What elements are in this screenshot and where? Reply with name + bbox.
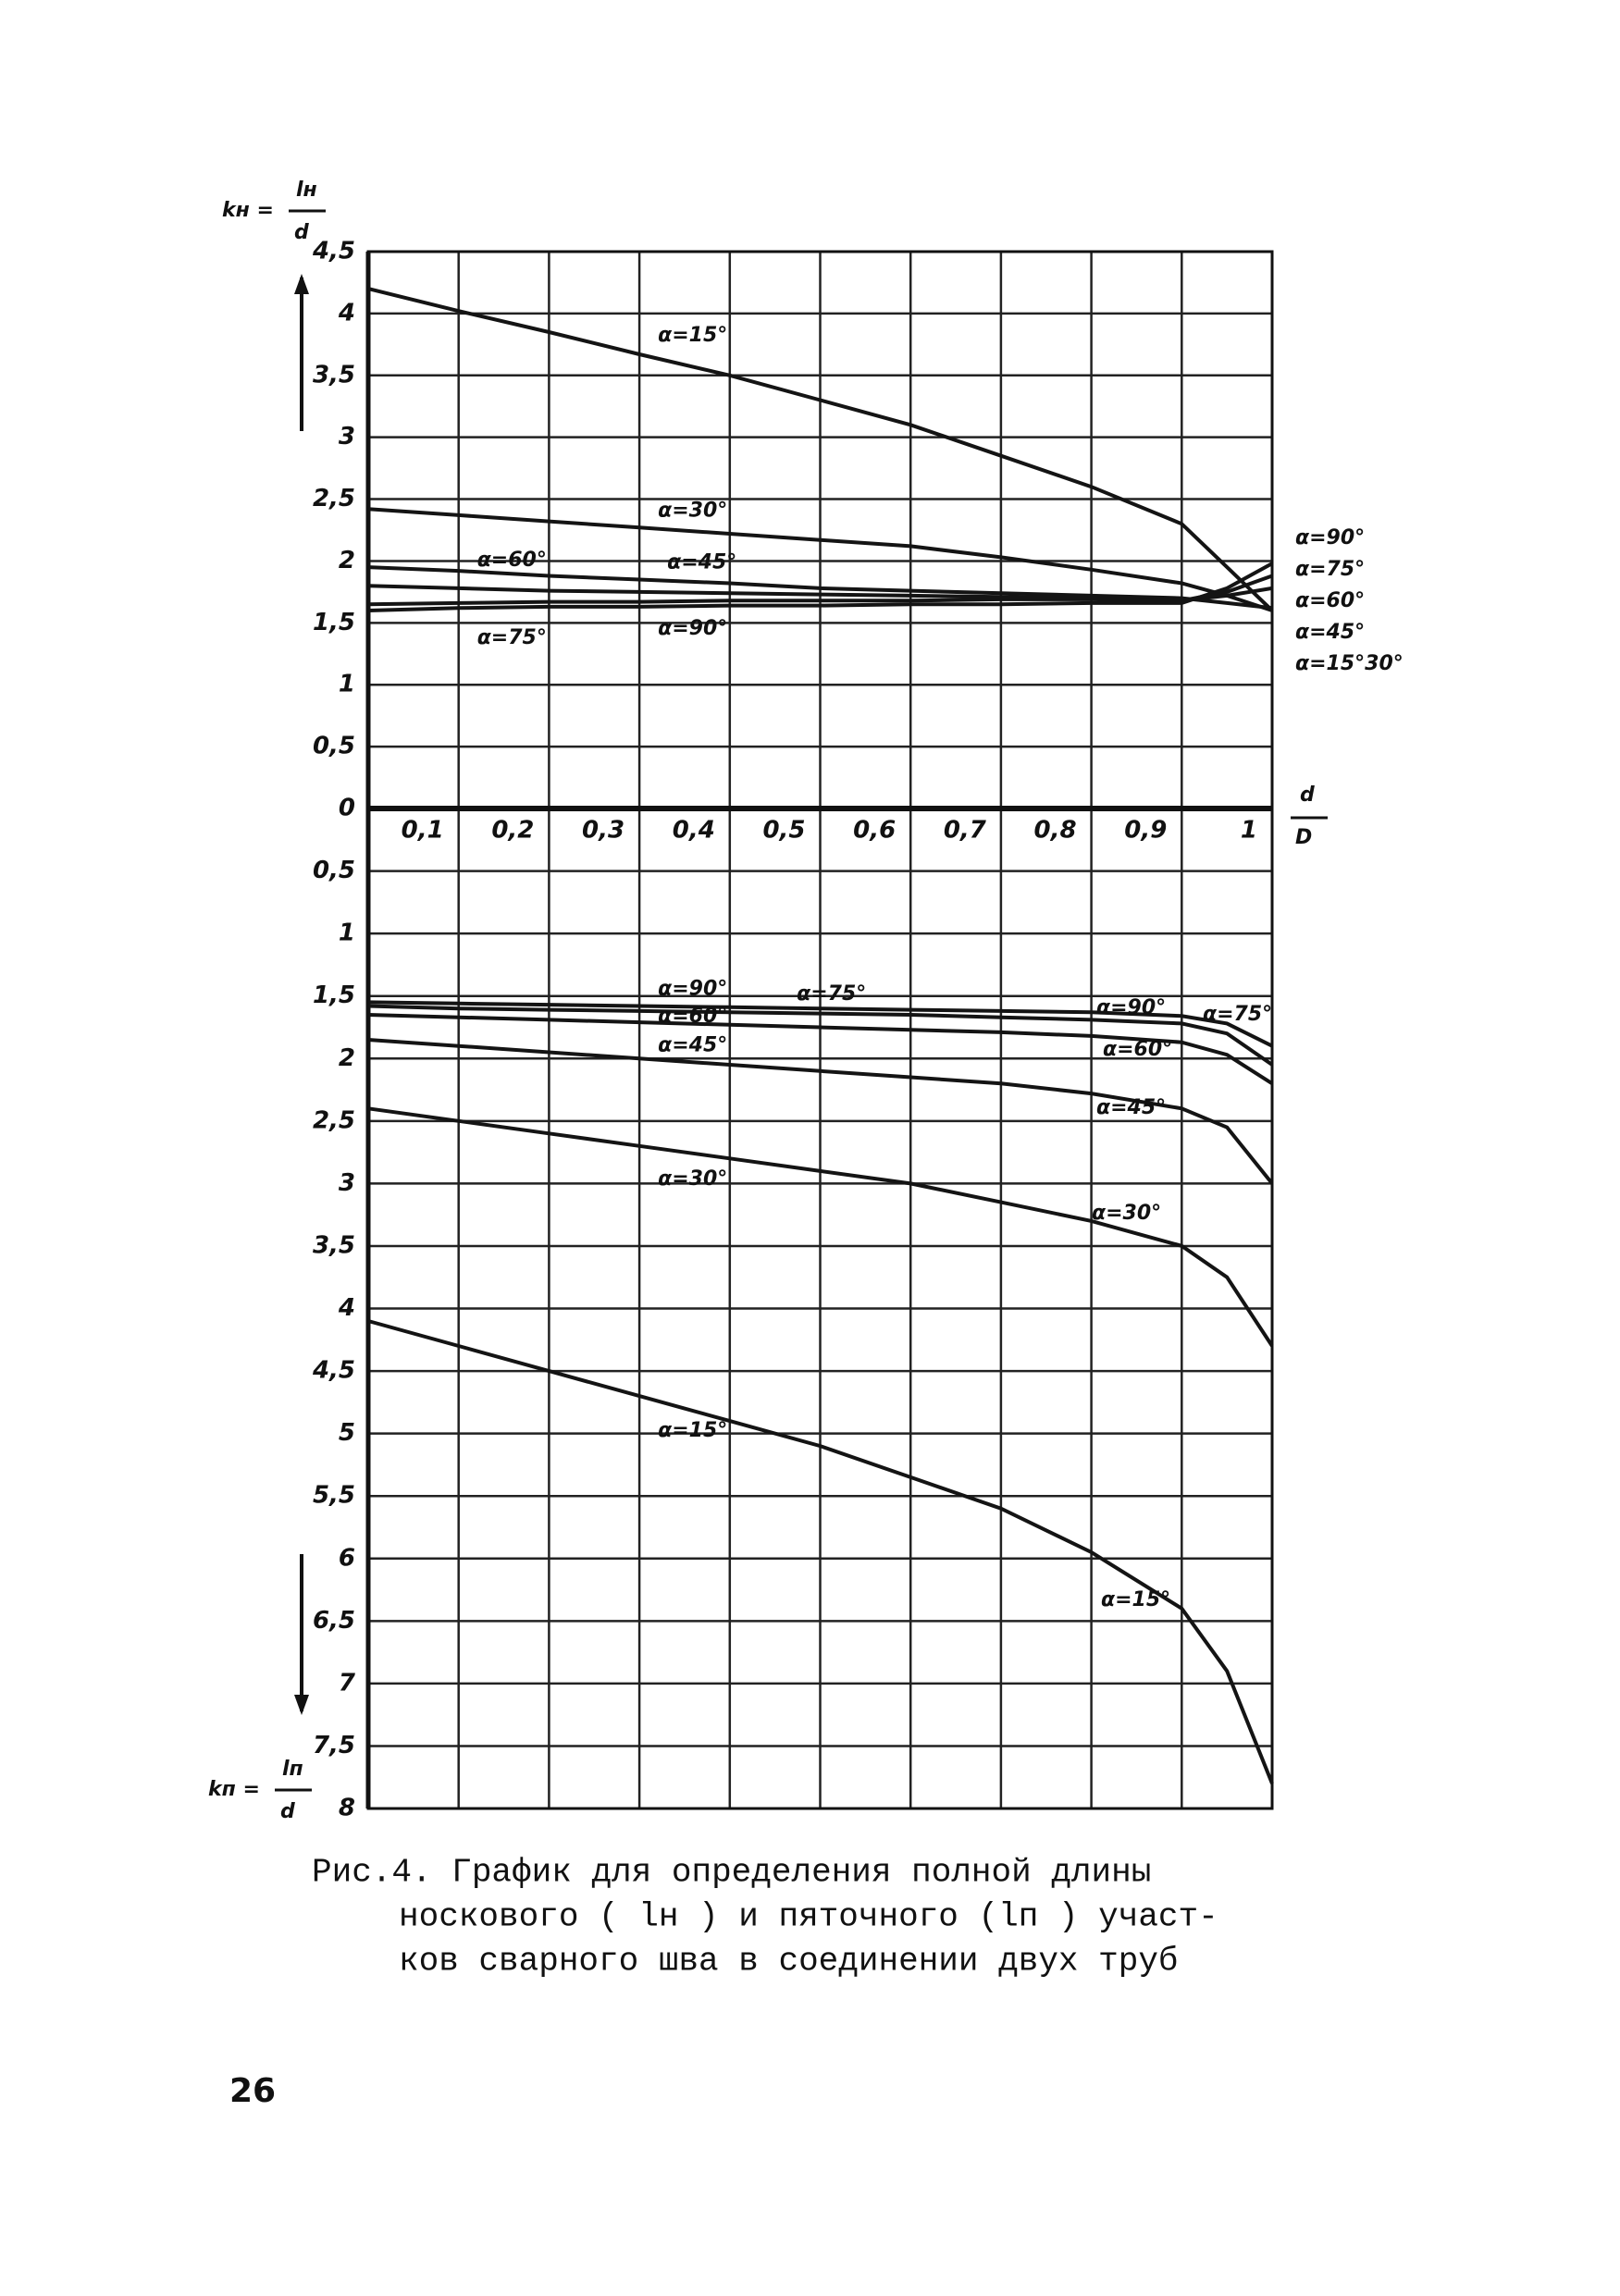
annotation: α=60° xyxy=(1295,589,1365,612)
y-tick-label: 5,5 xyxy=(313,1482,355,1510)
annotation: α=15° xyxy=(1101,1588,1170,1611)
y-tick-label: 2 xyxy=(339,547,355,574)
y-tick-label: 7,5 xyxy=(313,1732,355,1759)
arrow-head xyxy=(294,274,309,294)
series-label: α=15° xyxy=(658,324,727,347)
annotation: α=75° xyxy=(1295,558,1365,581)
y-tick-label: 4 xyxy=(338,1294,355,1322)
y-tick-label: 2 xyxy=(339,1044,355,1072)
y-label: kп = xyxy=(208,1778,260,1801)
y-label: lн xyxy=(296,179,317,202)
caption-line: носкового ( lн ) и пяточного (lп ) участ… xyxy=(399,1898,1218,1936)
y-tick-label: 2,5 xyxy=(313,485,355,512)
y-label: kн = xyxy=(222,199,274,222)
annotation: α=45° xyxy=(1295,621,1365,644)
series-label: α=15° xyxy=(658,1419,727,1442)
series-label: α=75° xyxy=(797,982,866,1006)
curve xyxy=(367,1319,1274,1784)
annotation: α=90° xyxy=(1096,996,1166,1019)
y-label: d xyxy=(280,1800,295,1823)
y-tick-label: 1,5 xyxy=(313,609,355,636)
annotation: α=30° xyxy=(1092,1202,1161,1225)
y-tick-label: 1 xyxy=(339,920,355,947)
y-tick-label: 3 xyxy=(339,1169,355,1197)
annotation: α=45° xyxy=(1096,1096,1166,1119)
curve xyxy=(367,1004,1274,1067)
arrow-head xyxy=(294,1695,309,1715)
y-label: d xyxy=(294,221,309,244)
y-tick-label: 4 xyxy=(338,299,355,327)
x-label: D xyxy=(1295,826,1312,849)
series-label: α=45° xyxy=(658,1033,727,1056)
caption-line: ков сварного шва в соединении двух труб xyxy=(399,1943,1179,1981)
y-tick-label: 0,5 xyxy=(313,857,355,884)
series-label: α=75° xyxy=(477,626,547,649)
x-tick-label: 0,7 xyxy=(944,817,987,845)
x-tick-label: 0,2 xyxy=(491,817,534,845)
y-tick-label: 8 xyxy=(339,1795,355,1822)
series-label: α=60° xyxy=(477,549,547,572)
series-label: α=60° xyxy=(658,1005,727,1028)
y-tick-label: 0,5 xyxy=(313,733,355,760)
x-tick-label: 0,9 xyxy=(1124,817,1167,845)
y-tick-label: 6 xyxy=(339,1544,355,1572)
series-label: α=30° xyxy=(658,499,727,522)
curve xyxy=(367,1000,1273,1048)
annotation: α=15°30° xyxy=(1295,652,1404,675)
y-tick-label: 1 xyxy=(339,671,355,698)
curve xyxy=(367,1106,1274,1348)
y-tick-label: 5 xyxy=(339,1419,355,1447)
curve xyxy=(367,1038,1274,1185)
y-tick-label: 3,5 xyxy=(313,361,355,389)
y-tick-label: 4,5 xyxy=(312,238,355,265)
x-tick-label: 0,5 xyxy=(762,817,805,845)
y-label: lп xyxy=(282,1758,303,1781)
curve xyxy=(367,287,1274,612)
x-tick-label: 0,3 xyxy=(582,817,625,845)
curve xyxy=(367,507,1273,612)
y-tick-label: 1,5 xyxy=(313,981,355,1009)
series-label: α=45° xyxy=(667,551,736,574)
x-tick-label: 0,4 xyxy=(673,817,715,845)
y-tick-label: 7 xyxy=(339,1669,356,1697)
frame xyxy=(366,250,1274,1810)
curve xyxy=(367,1013,1274,1085)
y-tick-label: 3,5 xyxy=(313,1231,355,1259)
y-tick-label: 2,5 xyxy=(313,1106,355,1134)
x-tick-label: 0,8 xyxy=(1034,817,1077,845)
curve xyxy=(367,562,1273,612)
caption-line: Рис.4. График для определения полной дли… xyxy=(312,1854,1151,1892)
page-number: 26 xyxy=(229,2072,276,2110)
x-tick-label: 1 xyxy=(1241,817,1257,845)
series-label: α=90° xyxy=(658,617,727,640)
annotation: α=90° xyxy=(1295,526,1365,549)
series-label: α=90° xyxy=(658,977,727,1000)
x-tick-label: 0,6 xyxy=(853,817,896,845)
y-tick-label: 6,5 xyxy=(313,1607,355,1635)
series-label: α=30° xyxy=(658,1167,727,1191)
y-tick-label: 4,5 xyxy=(312,1357,355,1385)
x-label: d xyxy=(1300,784,1315,807)
y-tick-label: 0 xyxy=(339,795,355,822)
annotation: α=60° xyxy=(1103,1038,1172,1061)
x-tick-label: 0,1 xyxy=(402,817,444,845)
y-tick-label: 3 xyxy=(339,423,355,451)
annotation: α=75° xyxy=(1203,1003,1272,1026)
